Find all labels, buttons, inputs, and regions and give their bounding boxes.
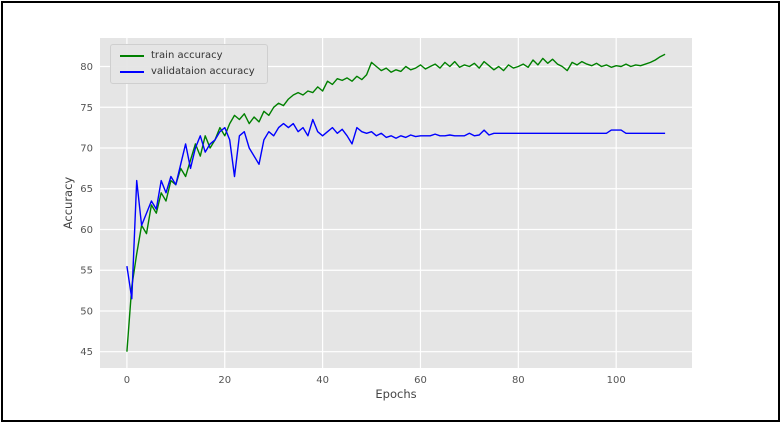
y-tick-label: 60 [80,225,93,236]
series-line-train-accuracy [126,53,666,352]
legend-item: validataion accuracy [120,67,255,77]
series-lines [126,53,666,352]
series-line-validataion-accuracy [126,118,666,300]
y-tick-label: 55 [80,266,93,277]
y-tick-label: 80 [80,62,93,73]
legend-label: validataion accuracy [151,66,255,77]
y-tick-label: 70 [80,144,93,155]
x-tick-label: 20 [218,375,231,386]
legend-line-swatch [120,55,144,57]
legend: train accuracy validataion accuracy [110,44,268,84]
x-tick-label: 80 [512,375,525,386]
x-axis-label: Epochs [375,387,416,401]
legend-label: train accuracy [151,50,223,61]
legend-line-swatch [120,71,144,73]
x-tick-label: 100 [607,375,626,386]
x-tick-label: 0 [124,375,130,386]
x-tick-label: 40 [316,375,329,386]
y-tick-label: 65 [80,184,93,195]
y-tick-label: 50 [80,306,93,317]
x-tick-label: 60 [414,375,427,386]
tick-labels: 0 20 40 60 80 100 45 50 55 60 65 70 75 80 [80,62,625,386]
plot-area [100,38,692,368]
y-axis-label: Accuracy [61,177,75,230]
y-tick-label: 75 [80,103,93,114]
gridlines [100,38,692,368]
y-tick-label: 45 [80,347,93,358]
legend-item: train accuracy [120,51,255,61]
